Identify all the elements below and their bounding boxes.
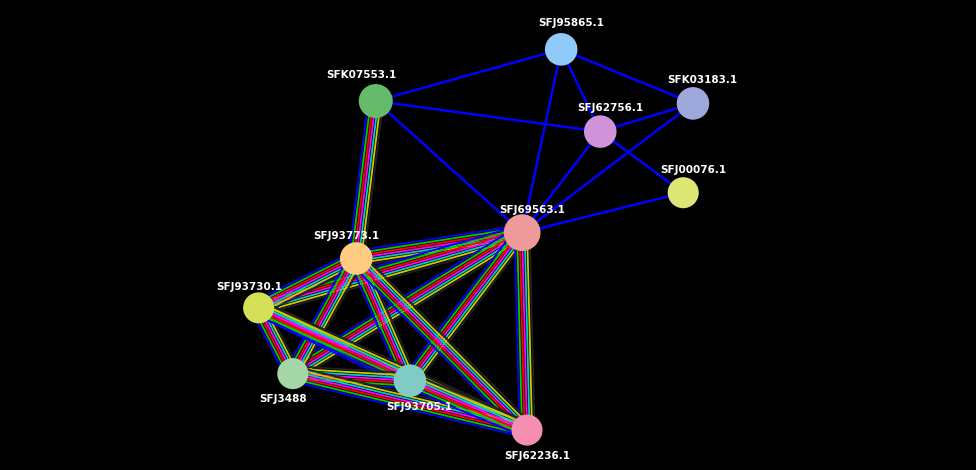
Point bbox=[402, 377, 418, 384]
Point bbox=[514, 229, 530, 236]
Text: SFK07553.1: SFK07553.1 bbox=[326, 70, 396, 80]
Text: SFJ93773.1: SFJ93773.1 bbox=[313, 231, 380, 241]
Text: SFJ93705.1: SFJ93705.1 bbox=[386, 401, 453, 412]
Text: SFJ62236.1: SFJ62236.1 bbox=[504, 451, 570, 461]
Point bbox=[285, 370, 301, 377]
Point bbox=[348, 255, 364, 262]
Point bbox=[553, 46, 569, 53]
Point bbox=[592, 128, 608, 135]
Point bbox=[368, 97, 384, 105]
Point bbox=[519, 426, 535, 434]
Point bbox=[685, 100, 701, 107]
Text: SFJ00076.1: SFJ00076.1 bbox=[660, 165, 726, 175]
Text: SFJ93730.1: SFJ93730.1 bbox=[216, 282, 282, 292]
Point bbox=[251, 304, 266, 312]
Text: SFK03183.1: SFK03183.1 bbox=[668, 75, 738, 85]
Text: SFJ69563.1: SFJ69563.1 bbox=[499, 205, 565, 215]
Point bbox=[675, 189, 691, 196]
Text: SFJ62756.1: SFJ62756.1 bbox=[577, 103, 643, 113]
Text: SFJ95865.1: SFJ95865.1 bbox=[538, 18, 604, 29]
Text: SFJ3488: SFJ3488 bbox=[260, 394, 306, 405]
